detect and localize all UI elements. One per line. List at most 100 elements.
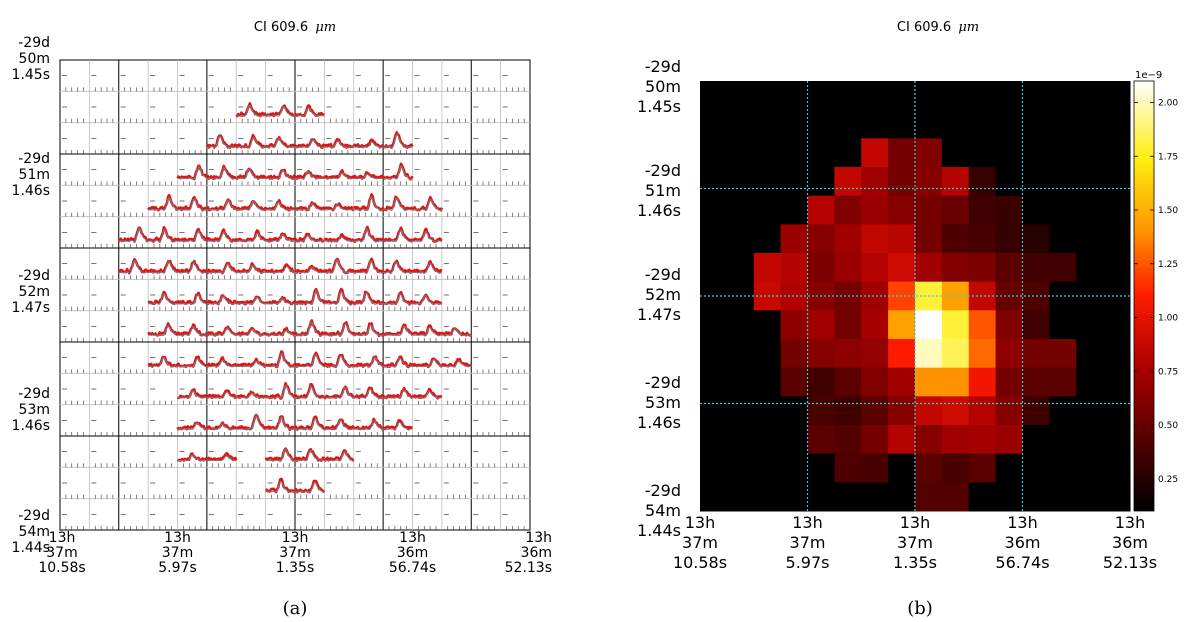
heatmap-cell bbox=[807, 482, 835, 512]
y-tick-label-line-0: -29d bbox=[18, 268, 50, 284]
observed-spectrum bbox=[176, 227, 208, 243]
observed-spectrum bbox=[235, 295, 266, 306]
colorbar-tick-label: 2.00 bbox=[1158, 99, 1178, 109]
heatmap-cell bbox=[888, 81, 916, 111]
panel-a-y-tick-labels: -29d 50m 1.45s-29d 51m 1.46s-29d 52m 1.47s-29d… bbox=[12, 35, 50, 556]
model-fit-spectrum bbox=[148, 261, 178, 274]
heatmap-cell bbox=[780, 425, 809, 455]
model-fit-spectrum bbox=[236, 264, 266, 274]
observed-spectrum bbox=[323, 321, 355, 337]
heatmap-cell bbox=[1049, 167, 1077, 197]
model-fit-spectrum bbox=[324, 236, 354, 242]
model-fit-spectrum bbox=[295, 385, 325, 399]
heatmap-cell bbox=[1103, 195, 1131, 225]
y-tick-label-line-1: 54m bbox=[19, 524, 50, 540]
heatmap-cell bbox=[968, 224, 997, 254]
heatmap-cell bbox=[780, 224, 809, 254]
heatmap-y-tick-label-line-2: 1.45s bbox=[637, 97, 681, 116]
heatmap-cell bbox=[1076, 453, 1104, 483]
heatmap-cell bbox=[915, 425, 943, 455]
heatmap-cell bbox=[753, 253, 782, 283]
heatmap-cell bbox=[780, 339, 809, 369]
y-tick-label: -29d 54m 1.44s bbox=[12, 508, 50, 556]
y-tick-label: -29d 52m 1.47s bbox=[12, 268, 50, 316]
heatmap-cell bbox=[941, 367, 970, 397]
heatmap-cell bbox=[861, 138, 889, 168]
heatmap-y-tick-label-line-1: 53m bbox=[645, 393, 681, 412]
heatmap-cell bbox=[700, 195, 728, 225]
observed-spectrum bbox=[147, 193, 179, 212]
heatmap-cell bbox=[726, 310, 755, 340]
model-fit-spectrum bbox=[412, 198, 443, 211]
heatmap-cell bbox=[753, 224, 782, 254]
heatmap-cell bbox=[968, 482, 997, 512]
y-tick-label-line-0: -29d bbox=[18, 151, 50, 167]
heatmap-y-tick-label: -29d 52m 1.47s bbox=[637, 265, 681, 324]
observed-spectrum bbox=[323, 202, 355, 212]
heatmap-cell bbox=[888, 396, 916, 426]
heatmap-cell bbox=[700, 482, 728, 512]
observed-spectrum bbox=[205, 452, 238, 462]
heatmap-cell bbox=[726, 195, 755, 225]
colorbar-tick-label: 0.25 bbox=[1158, 475, 1178, 485]
observed-spectrum bbox=[323, 233, 355, 243]
model-fit-spectrum bbox=[324, 418, 354, 431]
observed-spectrum bbox=[382, 386, 414, 400]
heatmap-cell bbox=[700, 138, 728, 168]
x-tick-label: 13h 37m 5.97s bbox=[158, 530, 196, 576]
observed-spectrum bbox=[206, 294, 237, 306]
heatmap-cell bbox=[1049, 195, 1077, 225]
model-fit-spectrum bbox=[295, 267, 325, 274]
model-fit-spectrum bbox=[236, 328, 266, 336]
colorbar-tick-label: 1.00 bbox=[1158, 314, 1178, 324]
heatmap-y-tick-label-line-2: 1.44s bbox=[637, 521, 681, 540]
model-fit-spectrum bbox=[206, 295, 237, 305]
model-fit-spectrum bbox=[236, 200, 266, 211]
model-fit-spectrum bbox=[177, 422, 207, 430]
observed-spectrum bbox=[352, 138, 385, 149]
model-fit-spectrum bbox=[265, 480, 296, 493]
model-fit-spectrum bbox=[265, 233, 296, 243]
heatmap-x-tick-label-line-1: 37m bbox=[790, 533, 826, 552]
heatmap-cell bbox=[1049, 224, 1077, 254]
heatmap-cell bbox=[915, 482, 943, 512]
heatmap-cell bbox=[995, 367, 1024, 397]
heatmap-cell bbox=[726, 138, 755, 168]
heatmap-cell bbox=[1049, 339, 1077, 369]
heatmap-cell bbox=[1076, 310, 1104, 340]
model-fit-spectrum bbox=[324, 354, 354, 368]
observed-spectrum bbox=[236, 390, 267, 400]
heatmap-cell bbox=[915, 81, 943, 111]
heatmap-cell bbox=[941, 195, 970, 225]
heatmap-cell bbox=[995, 253, 1024, 283]
model-fit-spectrum bbox=[412, 390, 442, 399]
colorbar-tick-label: 1.25 bbox=[1158, 260, 1178, 270]
heatmap-y-tick-label-line-2: 1.46s bbox=[637, 413, 681, 432]
heatmap-cell bbox=[726, 367, 755, 397]
colorbar bbox=[1133, 80, 1155, 512]
heatmap-cell bbox=[753, 396, 782, 426]
model-fit-spectrum bbox=[383, 421, 413, 431]
model-fit-spectrum bbox=[383, 165, 413, 180]
heatmap-cell bbox=[1022, 310, 1050, 340]
model-fit-spectrum bbox=[412, 358, 443, 368]
heatmap-cell bbox=[995, 425, 1024, 455]
heatmap-cell bbox=[1076, 396, 1104, 426]
x-tick-label: 13h 36m 52.13s bbox=[505, 530, 552, 576]
model-fit-spectrum bbox=[148, 324, 178, 337]
model-fit-spectrum bbox=[295, 417, 325, 431]
observed-spectrum bbox=[235, 133, 267, 149]
heatmap-cell bbox=[1022, 396, 1050, 426]
observed-spectrum bbox=[382, 419, 413, 431]
heatmap-cell bbox=[780, 81, 809, 111]
observed-spectrum bbox=[176, 452, 208, 462]
y-tick-label-line-1: 51m bbox=[19, 167, 50, 183]
model-fit-spectrum bbox=[236, 392, 266, 399]
panel-a-title-unit: μm bbox=[315, 20, 336, 35]
heatmap-cell bbox=[834, 109, 862, 139]
model-fit-spectrum bbox=[177, 197, 207, 211]
heatmap-cell bbox=[834, 195, 862, 225]
heatmap-cell bbox=[1103, 224, 1131, 254]
